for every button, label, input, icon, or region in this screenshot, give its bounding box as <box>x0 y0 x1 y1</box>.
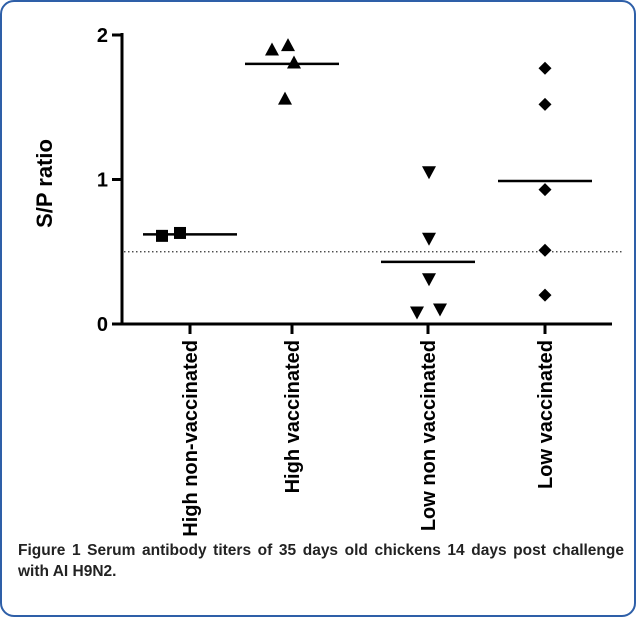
x-tick-label-0: High non-vaccinated <box>180 340 202 537</box>
figure-label: Figure 1 <box>18 542 81 559</box>
data-point-0-0 <box>156 229 168 242</box>
data-point-2-0 <box>422 166 436 180</box>
y-tick-label-0: 0 <box>97 314 108 336</box>
data-point-3-4 <box>538 288 552 302</box>
data-point-1-3 <box>278 91 292 105</box>
data-point-2-3 <box>410 306 424 320</box>
data-point-3-1 <box>538 97 552 111</box>
data-point-2-1 <box>422 232 436 246</box>
y-axis-label: S/P ratio <box>32 139 57 228</box>
data-points <box>156 38 552 320</box>
y-tick-label-2: 2 <box>97 25 108 47</box>
figure-caption: Figure 1 Serum antibody titers of 35 day… <box>18 540 624 582</box>
scatter-plot: 0 1 2 S/P ratio High non-vaccinated High vacc… <box>32 25 622 537</box>
figure-caption-text: Serum antibody titers of 35 days old chi… <box>18 542 624 580</box>
data-point-1-2 <box>287 55 301 69</box>
x-tick-label-3: Low vaccinated <box>535 340 557 489</box>
data-point-3-2 <box>538 183 552 197</box>
plot-axes <box>112 33 612 334</box>
data-point-0-1 <box>174 226 186 239</box>
data-point-2-2 <box>422 273 436 287</box>
y-tick-label-1: 1 <box>97 170 108 192</box>
tick-labels: 0 1 2 S/P ratio High non-vaccinated High vacc… <box>32 25 557 537</box>
data-point-2-4 <box>433 303 447 317</box>
group-means <box>143 62 592 264</box>
data-point-1-0 <box>265 42 279 56</box>
data-point-3-0 <box>538 61 552 75</box>
data-point-1-1 <box>281 38 295 52</box>
x-tick-label-1: High vaccinated <box>282 340 304 493</box>
data-point-3-3 <box>538 243 552 257</box>
x-tick-label-2: Low non vaccinated <box>418 340 440 531</box>
